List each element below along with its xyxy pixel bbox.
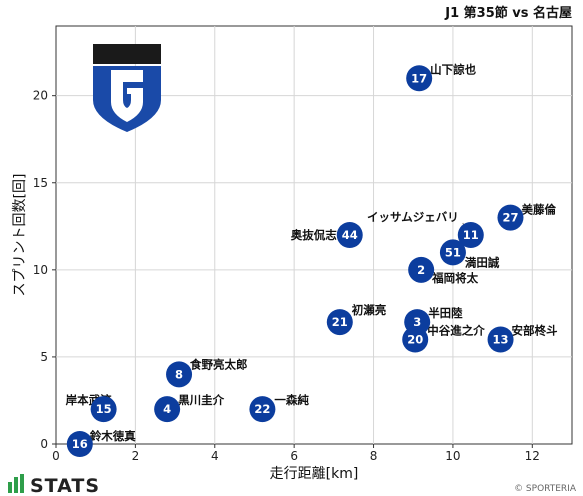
player-name-label: 食野亮太郎 (190, 357, 248, 371)
player-name-label: 安部柊斗 (512, 324, 558, 338)
player-marker (326, 309, 353, 336)
player-number-label: 11 (463, 228, 479, 242)
x-axis-title: 走行距離[km] (270, 465, 359, 482)
player-number-label: 13 (493, 333, 509, 347)
y-tick-label: 15 (33, 176, 48, 190)
x-tick-label: 8 (370, 449, 378, 463)
stats-logo-bar-1 (8, 482, 12, 493)
x-tick-label: 12 (525, 449, 540, 463)
player-marker (336, 222, 363, 248)
crest-shield (93, 66, 161, 132)
player-number-label: 3 (413, 315, 421, 329)
player-name-label: 奥抜侃志 (290, 228, 337, 242)
chart-title: J1 第35節 vs 名古屋 (444, 5, 572, 21)
stats-logo: STATS (8, 474, 100, 496)
player-name-label: 中谷進之介 (427, 324, 485, 338)
player-number-label: 17 (411, 71, 427, 85)
x-tick-label: 2 (132, 449, 140, 463)
y-tick-label: 5 (40, 350, 48, 364)
player-number-label: 27 (502, 211, 518, 225)
x-tick-label: 10 (445, 449, 460, 463)
crest-top-bar (93, 44, 161, 64)
player-marker (166, 361, 193, 388)
player-number-label: 4 (163, 402, 171, 416)
stats-logo-bar-2 (14, 477, 18, 493)
ticks: 0 2 4 6 8 10 12 0 5 10 15 20 (33, 89, 540, 463)
player-number-label: 2 (417, 263, 425, 277)
y-tick-label: 0 (40, 437, 48, 451)
player-marker (497, 204, 524, 231)
player-marker (406, 65, 433, 92)
x-tick-label: 4 (211, 449, 219, 463)
x-tick-label: 0 (52, 449, 60, 463)
player-marker (402, 326, 429, 353)
crest-g-mark (111, 70, 143, 122)
player-number-label: 20 (407, 333, 423, 347)
player-name-label: 満田誠 (465, 255, 500, 269)
y-tick-label: 10 (33, 263, 48, 277)
player-marker (408, 256, 435, 283)
y-tick-label: 20 (33, 89, 48, 103)
player-number-label: 22 (254, 402, 270, 416)
stats-logo-text: STATS (30, 475, 100, 496)
y-axis-title: スプリント回数[回] (12, 174, 28, 297)
player-name-label: イッサムジェバリ (367, 210, 459, 224)
sporteria-credit: © SPORTERIA (514, 484, 577, 494)
player-marker (439, 239, 466, 266)
player-name-label: 黒川圭介 (178, 393, 224, 407)
player-number-label: 51 (445, 245, 461, 259)
player-name-label: 福岡将太 (431, 271, 478, 285)
stats-logo-bar-3 (20, 474, 24, 493)
player-marker (457, 222, 484, 248)
player-name-label: 鈴木徳真 (90, 429, 136, 443)
player-marker (66, 431, 93, 457)
player-number-label: 16 (72, 437, 88, 451)
player-number-label: 21 (332, 315, 348, 329)
player-number-label: 44 (342, 228, 358, 242)
player-marker (487, 326, 514, 353)
player-name-label: 一森純 (274, 393, 309, 407)
player-number-label: 15 (96, 402, 112, 416)
player-name-label: 初瀬亮 (352, 303, 387, 317)
player-marker (249, 396, 276, 423)
player-name-label: 山下諒也 (430, 62, 476, 76)
player-marker (154, 396, 181, 423)
player-name-label: 美藤倫 (521, 203, 556, 217)
x-tick-label: 6 (290, 449, 298, 463)
player-name-label: 半田陸 (428, 306, 463, 320)
player-marker (90, 396, 117, 423)
team-crest-logo (93, 44, 161, 132)
player-number-label: 8 (175, 367, 183, 381)
